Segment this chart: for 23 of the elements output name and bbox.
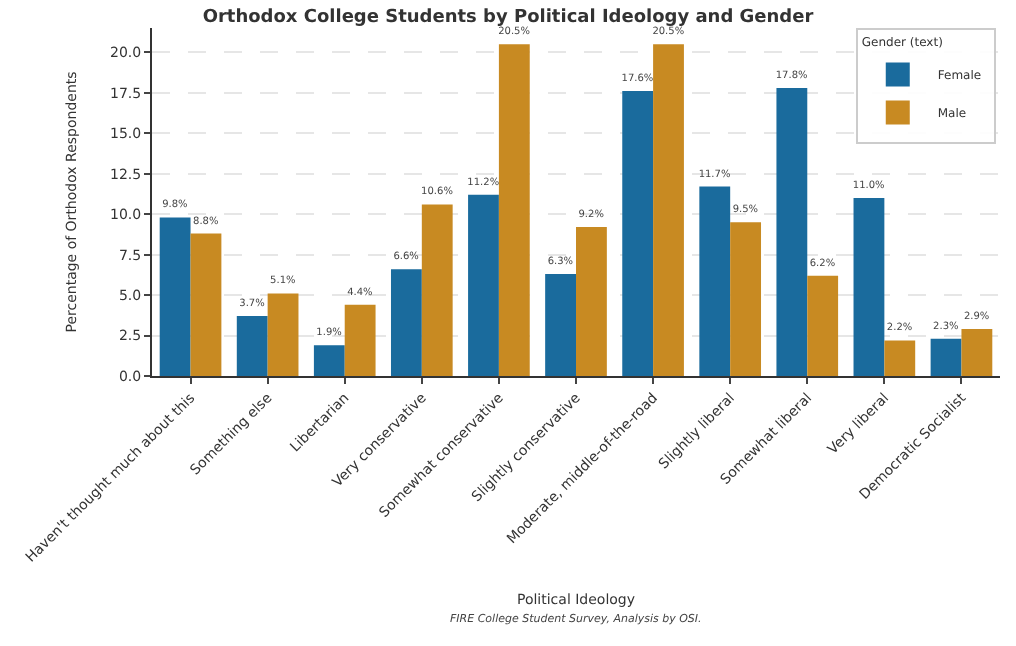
bar: [421, 204, 453, 376]
bar: [498, 44, 530, 376]
bar: [653, 44, 684, 376]
bar: [930, 338, 962, 376]
bar: [545, 274, 576, 376]
bar: [853, 197, 885, 376]
bar: [236, 316, 268, 376]
bar: [313, 345, 345, 376]
bar: [807, 275, 839, 376]
chart-title: Orthodox College Students by Political Ideology and Gender: [202, 8, 815, 29]
bar: [344, 304, 376, 376]
bar: [699, 186, 731, 376]
bar: [190, 233, 222, 376]
bar: [267, 293, 299, 376]
bar: [884, 340, 916, 376]
bar: [159, 217, 191, 376]
bar: [622, 91, 654, 376]
bar: [576, 227, 607, 376]
bar: [468, 194, 499, 376]
bar: [961, 329, 993, 376]
bar: [776, 87, 808, 376]
bar: [390, 269, 422, 376]
bar: [730, 222, 762, 376]
